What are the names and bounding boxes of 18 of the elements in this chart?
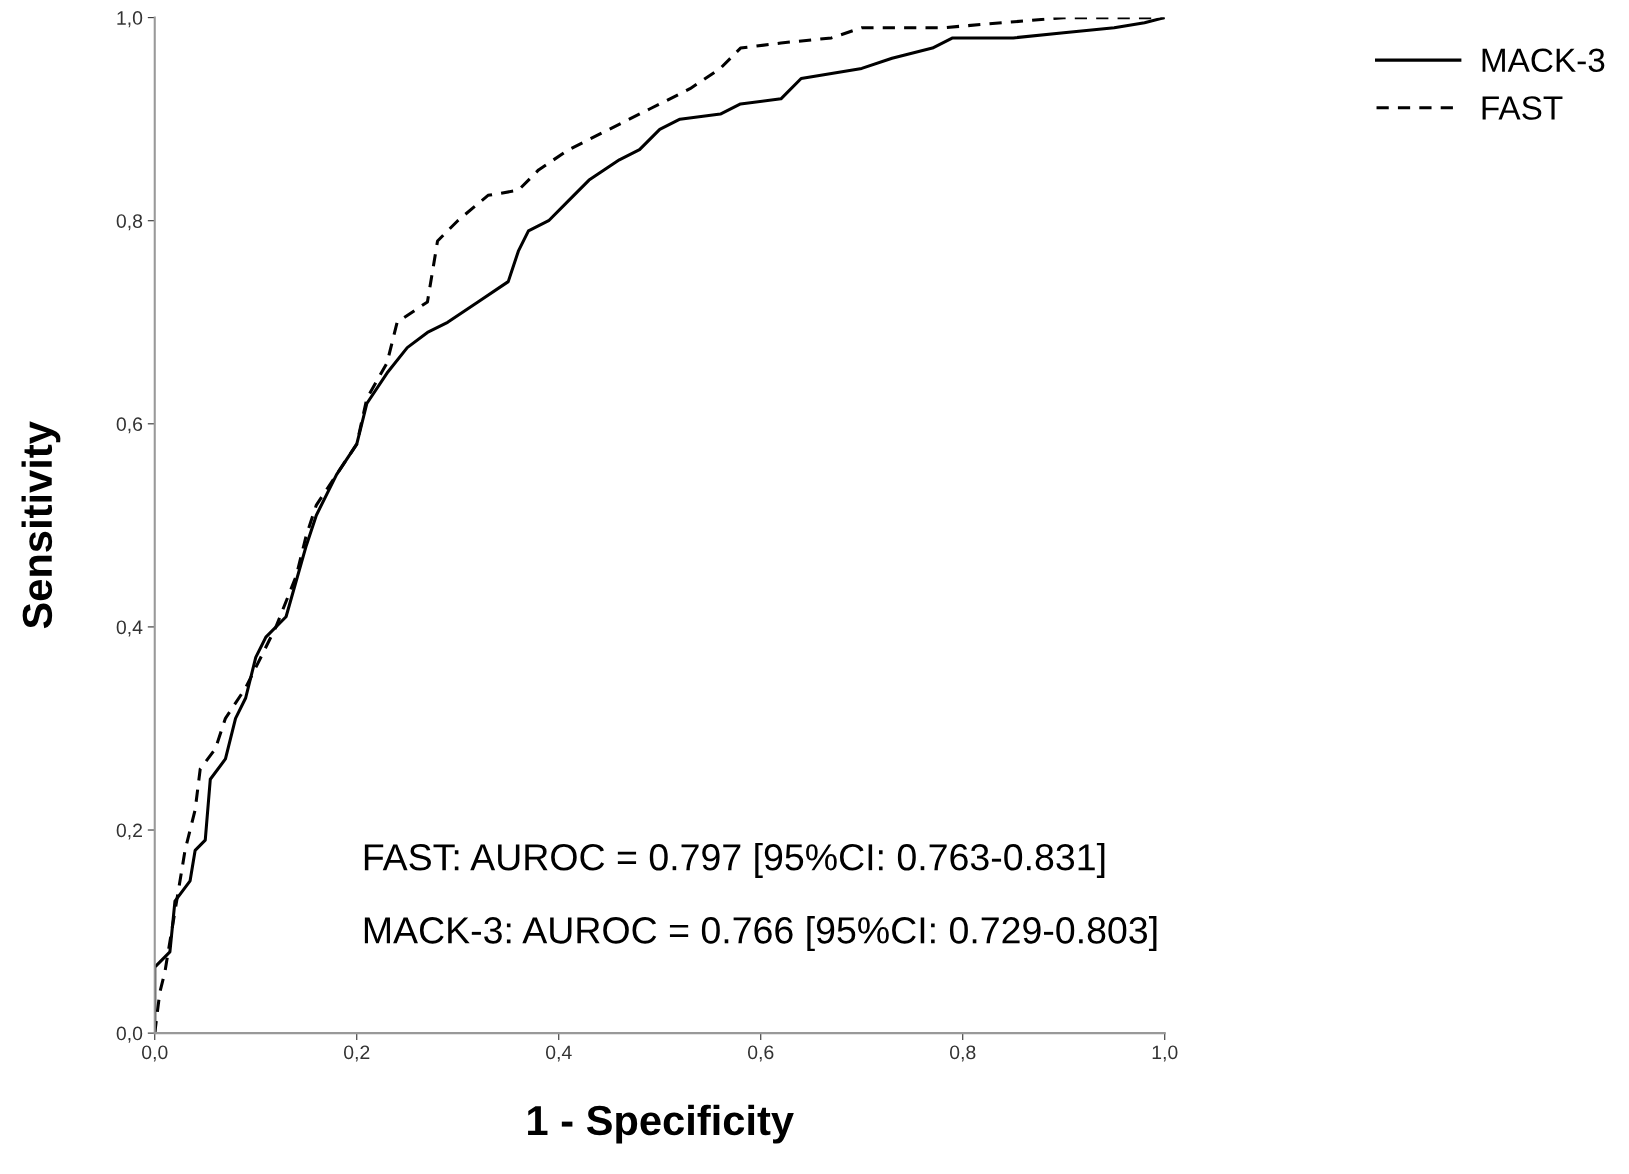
y-tick-label: 0,2 — [116, 823, 142, 840]
x-tick-label: 1,0 — [1152, 1045, 1178, 1062]
annotation: FAST: AUROC = 0.797 [95%CI: 0.763-0.831] — [364, 843, 1105, 878]
x-tick-label: 0,6 — [747, 1045, 774, 1062]
y-tick-label: 0,0 — [116, 1026, 143, 1043]
x-tick-label: 0,8 — [949, 1045, 976, 1062]
x-tick-label: 0,4 — [545, 1045, 572, 1062]
y-tick-label: 0,6 — [116, 417, 143, 434]
y-tick-label: 0,4 — [116, 620, 143, 637]
x-tick-label: 0,2 — [344, 1045, 370, 1062]
annotation: MACK-3: AUROC = 0.766 [95%CI: 0.729-0.803] — [364, 916, 1157, 952]
x-axis-title: 1 - Specificity — [528, 1104, 794, 1144]
legend-label: MACK-3 — [1482, 48, 1605, 73]
y-axis-title: Sensitivity — [21, 421, 61, 629]
x-tick-label: 0,0 — [142, 1045, 168, 1062]
y-tick-label: 0,8 — [116, 214, 143, 231]
legend-label: FAST — [1482, 96, 1563, 120]
y-tick-label: 1,0 — [117, 11, 143, 28]
